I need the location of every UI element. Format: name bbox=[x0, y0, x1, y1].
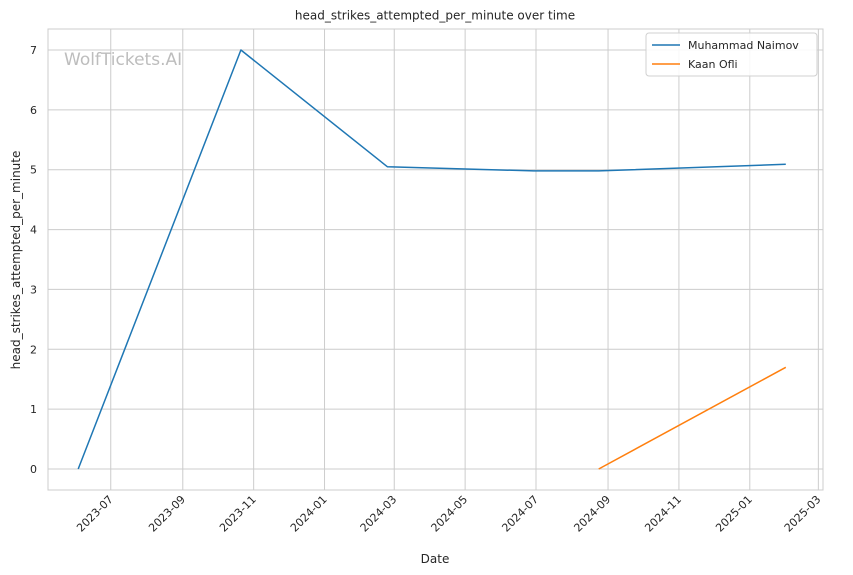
legend-box bbox=[645, 32, 818, 77]
chart-title: head_strikes_attempted_per_minute over t… bbox=[295, 9, 575, 23]
y-tick-labels: 0 1 2 3 4 5 6 7 bbox=[30, 44, 37, 476]
y-tick-label: 0 bbox=[30, 463, 37, 476]
legend-label-2: Kaan Ofli bbox=[688, 58, 738, 71]
x-tick-label: 2024-07 bbox=[499, 493, 541, 535]
x-tick-labels: 2023-07 2023-09 2023-11 2024-01 2024-03 2024-… bbox=[74, 493, 823, 535]
grid bbox=[48, 29, 823, 490]
legend-label-1: Muhammad Naimov bbox=[688, 39, 799, 52]
plot-frame bbox=[47, 28, 824, 491]
series-group bbox=[77, 49, 787, 470]
x-tick-label: 2024-01 bbox=[288, 493, 330, 535]
y-tick-label: 2 bbox=[30, 343, 37, 356]
x-tick-label: 2024-09 bbox=[571, 493, 613, 535]
y-tick-label: 7 bbox=[30, 44, 37, 57]
x-tick-label: 2025-03 bbox=[782, 493, 824, 535]
y-tick-label: 1 bbox=[30, 403, 37, 416]
y-axis-title: head_strikes_attempted_per_minute bbox=[9, 151, 23, 370]
x-axis-title: Date bbox=[421, 552, 450, 566]
y-tick-label: 3 bbox=[30, 283, 37, 296]
x-tick-label: 2023-11 bbox=[217, 493, 259, 535]
x-tick-label: 2023-07 bbox=[74, 493, 116, 535]
x-tick-label: 2024-05 bbox=[429, 493, 471, 535]
y-tick-label: 5 bbox=[30, 164, 37, 177]
x-tick-label: 2024-03 bbox=[358, 493, 400, 535]
x-tick-label: 2024-11 bbox=[642, 493, 684, 535]
x-tick-label: 2025-01 bbox=[713, 493, 755, 535]
y-tick-label: 6 bbox=[30, 104, 37, 117]
watermark: WolfTickets.AI bbox=[64, 50, 182, 70]
y-tick-label: 4 bbox=[30, 224, 37, 237]
legend: Muhammad Naimov Kaan Ofli bbox=[645, 32, 818, 77]
series-line-1 bbox=[77, 49, 786, 470]
series-line-2 bbox=[598, 366, 787, 470]
x-tick-label: 2023-09 bbox=[146, 493, 188, 535]
